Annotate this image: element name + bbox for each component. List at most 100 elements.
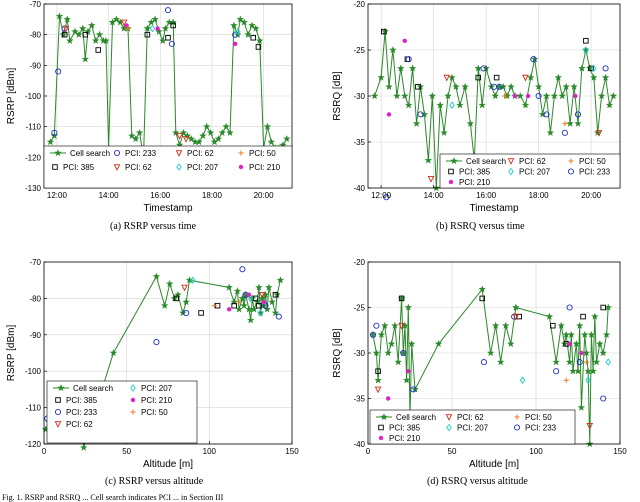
legend-marker [380, 413, 388, 421]
data-point-cell-search [545, 312, 554, 320]
data-point-pci-233 [239, 266, 246, 273]
data-point-cell-search [88, 21, 96, 29]
data-point-cell-search [562, 82, 570, 91]
data-point-cell-search [404, 101, 413, 109]
legend-label: Cell search [466, 157, 506, 166]
data-point-pci-233 [405, 56, 412, 63]
data-point-cell-search [601, 73, 610, 81]
legend-label: PCI: 62 [125, 163, 152, 172]
y-axis-title: RSRQ [dB] [332, 328, 343, 378]
data-point-cell-search [128, 131, 136, 140]
data-point-pci-62 [176, 133, 183, 140]
y-tick-label: -130 [25, 184, 42, 193]
legend-marker [113, 164, 121, 171]
data-point-cell-search [222, 122, 230, 130]
data-point-cell-search [183, 131, 192, 140]
data-point-cell-search [582, 349, 591, 357]
legend-box [43, 145, 293, 189]
data-point-cell-search [161, 24, 170, 32]
data-point-pci-207 [190, 276, 196, 284]
data-point-cell-search [402, 376, 411, 384]
data-point-cell-search [599, 349, 607, 357]
legend-label: PCI: 207 [457, 424, 489, 433]
x-tick-label: 18:00 [529, 191, 550, 200]
data-point-cell-search [570, 82, 578, 91]
data-point-cell-search [71, 27, 79, 35]
data-point-pci-233 [600, 395, 607, 402]
data-point-pci-233 [530, 56, 537, 63]
data-point-cell-search [567, 330, 576, 339]
legend-label: PCI: 50 [525, 413, 552, 422]
series-line-cell-search [50, 16, 288, 158]
x-tick-label: 50 [122, 447, 131, 456]
legend-label: PCI: 385 [459, 168, 491, 177]
data-point-cell-search [218, 128, 227, 137]
y-tick-label: -25 [353, 46, 365, 55]
data-point-pci-210 [567, 341, 572, 347]
x-axis-title: Timestamp [469, 203, 519, 214]
data-point-cell-search [577, 403, 586, 411]
x-tick-label: 100 [203, 447, 217, 456]
data-point-cell-search [428, 92, 437, 100]
data-point-cell-search [412, 119, 421, 127]
data-point-cell-search [63, 15, 72, 23]
x-tick-label: 20:00 [581, 191, 602, 200]
data-point-cell-search [486, 349, 495, 357]
legend-marker [176, 163, 182, 171]
legend-label: Cell search [73, 384, 113, 393]
data-point-cell-search [165, 279, 174, 288]
data-point-pci-385 [82, 31, 89, 38]
data-point-cell-search [507, 82, 515, 91]
data-point-pci-233 [553, 368, 560, 375]
legend-label: PCI: 233 [125, 149, 157, 158]
data-point-cell-search [102, 36, 110, 45]
data-point-cell-search [131, 134, 140, 143]
data-point-cell-search [384, 349, 392, 357]
legend-label: PCI: 62 [457, 413, 484, 422]
data-point-cell-search [478, 285, 487, 293]
data-point-cell-search [516, 92, 525, 100]
data-point-pci-210 [406, 369, 411, 374]
data-point-cell-search [170, 294, 179, 302]
data-point-cell-search [391, 321, 399, 329]
data-point-pci-385 [583, 38, 589, 44]
data-point-cell-search [565, 358, 574, 366]
legend: Cell search PCI: 62 PCI: 50 PCI: 385 PCI: 20… [439, 153, 621, 189]
legend-label: PCI: 50 [579, 157, 606, 166]
data-point-cell-search [546, 128, 555, 137]
legend-label: PCI: 385 [389, 424, 421, 433]
data-point-pci-50 [211, 303, 217, 309]
data-point-cell-search [466, 119, 475, 127]
data-point-cell-search [59, 30, 68, 38]
data-point-pci-210 [579, 350, 584, 356]
data-point-pci-50 [563, 377, 569, 383]
y-tick-label: -90 [29, 61, 41, 70]
data-point-pci-233 [417, 111, 424, 118]
legend-label: PCI: 385 [66, 396, 98, 405]
legend-label: PCI: 50 [249, 149, 276, 158]
data-point-cell-search [283, 134, 291, 143]
data-point-cell-search [377, 330, 386, 339]
data-point-cell-search [574, 367, 582, 375]
legend-box [369, 409, 576, 445]
data-point-pci-210 [261, 299, 267, 305]
x-tick-label: 16:00 [150, 191, 171, 200]
y-tick-label: -20 [353, 258, 365, 267]
y-tick-label: -100 [25, 92, 42, 101]
legend-marker [238, 150, 244, 156]
data-point-pci-385 [231, 302, 237, 309]
legend-label: PCI: 62 [66, 420, 93, 429]
data-point-pci-385 [475, 74, 482, 81]
data-point-cell-search [75, 30, 83, 38]
data-point-cell-search [214, 134, 223, 143]
data-point-cell-search [187, 134, 196, 143]
data-point-cell-search [147, 18, 155, 26]
legend-label: PCI: 207 [519, 168, 551, 177]
data-point-cell-search [78, 24, 87, 32]
data-point-pci-62 [586, 423, 594, 430]
data-point-pci-210 [232, 41, 238, 47]
data-point-cell-search [244, 30, 252, 38]
data-point-cell-search [605, 101, 614, 109]
y-axis-title: RSRQ [dB] [332, 71, 343, 121]
x-tick-label: 150 [285, 447, 299, 456]
